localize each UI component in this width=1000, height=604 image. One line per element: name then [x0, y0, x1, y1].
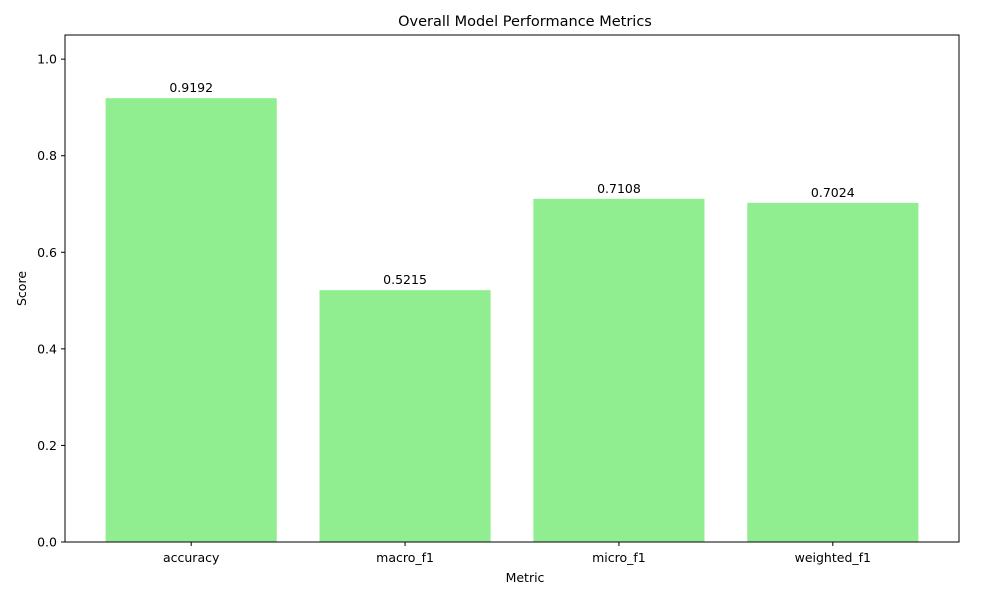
plot-frame	[64, 34, 960, 543]
x-tick-label: weighted_f1	[795, 550, 871, 565]
y-tick-label: 0.6	[37, 245, 57, 260]
data-label-macro-f1: 0.5215	[383, 272, 427, 287]
chart-title: Overall Model Performance Metrics	[398, 14, 652, 30]
data-label-accuracy: 0.9192	[169, 80, 213, 95]
bar-accuracy	[105, 98, 277, 542]
y-tick-label: 0.2	[37, 438, 57, 453]
y-tick-label: 0.0	[37, 535, 57, 550]
bar-weighted-f1	[747, 202, 919, 542]
bar-macro-f1	[319, 290, 491, 542]
x-axis-label: Metric	[506, 570, 545, 585]
y-axis: 0.0 0.2 0.4 0.6 0.8 1.0	[37, 52, 65, 550]
x-axis: accuracy macro_f1 micro_f1 weighted_f1	[163, 542, 871, 565]
y-tick-label: 0.8	[37, 148, 57, 163]
y-axis-label: Score	[14, 271, 29, 306]
bar-micro-f1	[533, 198, 705, 543]
y-tick-label: 0.4	[37, 341, 57, 356]
bars-layer	[105, 98, 919, 543]
x-tick-label: accuracy	[163, 550, 220, 565]
x-tick-label: macro_f1	[376, 550, 434, 565]
x-tick-label: micro_f1	[592, 550, 646, 565]
data-label-weighted-f1: 0.7024	[811, 185, 855, 200]
data-labels-layer: 0.9192 0.5215 0.7108 0.7024	[169, 80, 854, 287]
y-tick-label: 1.0	[37, 52, 57, 67]
data-label-micro-f1: 0.7108	[597, 181, 641, 196]
